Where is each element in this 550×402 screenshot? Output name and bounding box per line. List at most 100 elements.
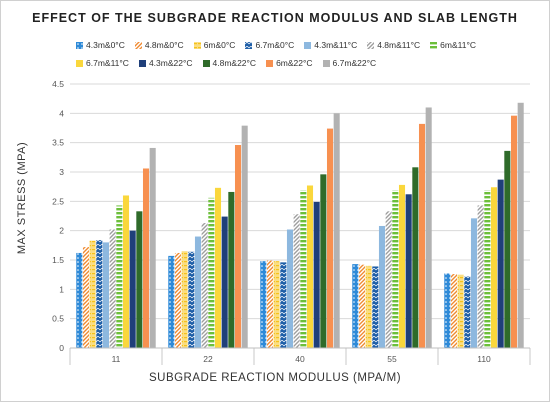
bar: [188, 251, 195, 348]
bar: [385, 211, 392, 348]
legend-label: 6m&22°C: [276, 58, 313, 68]
legend-label: 6.7m&22°C: [332, 58, 377, 68]
x-tick-label: 40: [295, 354, 305, 364]
bar: [129, 230, 136, 348]
legend-label: 4.8m&0°C: [144, 40, 184, 50]
y-tick-label: 3.5: [52, 138, 64, 148]
y-tick-label: 4: [59, 108, 64, 118]
y-tick-label: 2.5: [52, 196, 64, 206]
bar: [102, 242, 110, 348]
bar: [365, 265, 372, 348]
bar: [260, 261, 267, 348]
legend-item: 6m&22°C: [266, 58, 313, 68]
bar: [497, 179, 504, 348]
x-tick-label: 55: [387, 354, 397, 364]
bar: [280, 262, 287, 348]
legend-item: 6.7m&0°C: [245, 40, 294, 50]
legend-label: 4.3m&22°C: [148, 58, 193, 68]
legend-label: 4.8m&22°C: [212, 58, 257, 68]
legend-label: 4.3m&11°C: [314, 40, 358, 50]
legend-swatch: [245, 41, 253, 49]
bar: [490, 187, 498, 348]
legend-swatch: [322, 59, 330, 67]
bar: [358, 264, 366, 348]
legend-label: 6.7m&11°C: [86, 58, 129, 68]
bar: [149, 147, 156, 348]
y-tick-label: 1.5: [52, 255, 64, 265]
chart-title: EFFECT OF THE SUBGRADE REACTION MODULUS …: [32, 11, 518, 25]
legend-item: 6.7m&22°C: [322, 58, 377, 68]
bar: [418, 123, 426, 348]
bar: [313, 201, 320, 348]
legend-swatch: [430, 41, 438, 49]
y-tick-label: 3: [59, 167, 64, 177]
bar: [181, 251, 188, 348]
bar: [425, 107, 432, 348]
bar: [412, 167, 419, 348]
x-tick-label: 22: [203, 354, 213, 364]
bar: [194, 236, 202, 348]
legend-item: 4.8m&11°C: [367, 40, 420, 50]
bar: [517, 102, 524, 348]
x-tick-label: 11: [112, 354, 121, 364]
bar: [372, 266, 379, 348]
bar: [241, 125, 248, 348]
legend-label: 6.7m&0°C: [255, 40, 295, 50]
legend-swatch: [193, 41, 201, 49]
bar: [214, 187, 222, 348]
bar: [450, 274, 458, 348]
y-tick-label: 4.5: [52, 79, 64, 89]
legend-label: 4.3m&0°C: [86, 40, 125, 50]
legend-swatch: [304, 41, 312, 49]
x-tick-label: 110: [477, 354, 491, 364]
legend-label: 6m&0°C: [203, 40, 236, 50]
legend-item: 4.8m&0°C: [134, 40, 184, 50]
legend-item: 6.7m&11°C: [76, 58, 129, 68]
legend-item: 4.3m&11°C: [304, 40, 357, 50]
bar: [464, 276, 471, 348]
legend-swatch: [76, 59, 83, 67]
legend-item: 6m&11°C: [430, 40, 476, 50]
bar: [76, 252, 83, 348]
legend-swatch: [367, 41, 375, 49]
bar: [405, 194, 412, 348]
bar: [142, 168, 150, 348]
y-tick-label: 0.5: [52, 314, 64, 324]
bar: [306, 185, 314, 348]
legend-item: 4.8m&22°C: [202, 58, 257, 68]
bar: [116, 205, 123, 348]
bar: [398, 184, 406, 348]
bar: [286, 229, 294, 348]
bar: [109, 229, 116, 348]
bar: [444, 273, 451, 348]
bar: [333, 113, 340, 348]
y-tick-label: 1: [59, 284, 64, 294]
bar: [510, 115, 518, 349]
bar: [228, 191, 235, 348]
bar: [300, 190, 307, 348]
bar: [504, 150, 511, 348]
bar: [477, 205, 484, 348]
legend-label: 4.8m&11°C: [377, 40, 421, 50]
bar: [168, 255, 175, 348]
legend-item: 6m&0°C: [193, 40, 236, 50]
bar: [122, 195, 130, 348]
bar: [174, 252, 182, 348]
bar: [221, 216, 228, 348]
bar: [392, 190, 399, 348]
bar: [266, 260, 274, 348]
bar: [82, 247, 90, 348]
bar: [484, 190, 491, 348]
legend-swatch: [76, 41, 83, 49]
y-tick-label: 0: [59, 343, 64, 353]
bar: [234, 145, 242, 348]
legend-item: 4.3m&0°C: [76, 40, 125, 50]
x-axis-label: SUBGRADE REACTION MODULUS (MPA/M): [148, 372, 402, 384]
y-tick-label: 2: [59, 226, 64, 236]
legend-label: 6m&11°C: [440, 40, 476, 50]
bar: [96, 240, 103, 348]
bar: [293, 214, 300, 348]
bar: [457, 274, 464, 348]
legend-swatch: [134, 41, 142, 49]
